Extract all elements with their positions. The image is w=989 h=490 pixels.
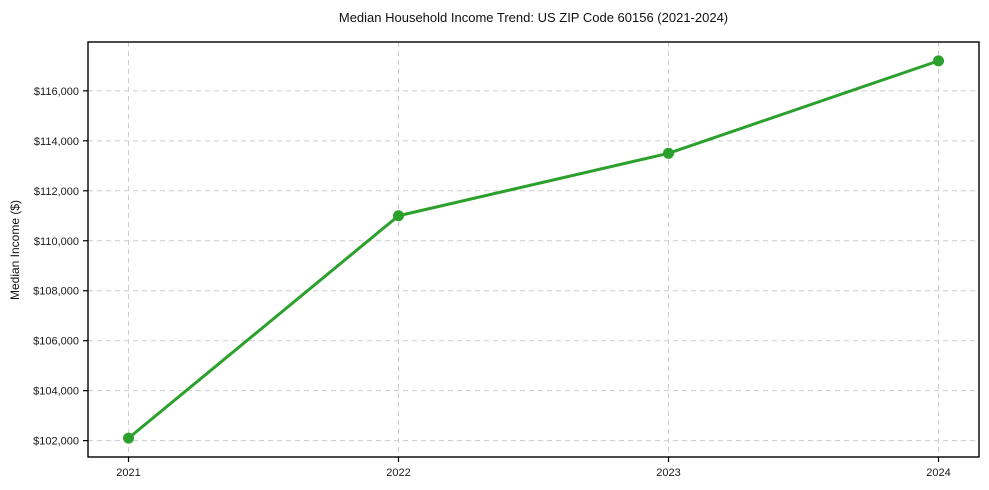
- data-line: [127, 59, 940, 440]
- y-tick-label: $106,000: [33, 336, 79, 348]
- data-point-2023: [663, 147, 674, 159]
- x-tick-label: 2024: [926, 467, 950, 479]
- plot-background: [88, 42, 979, 457]
- y-tick-label: $112,000: [34, 186, 79, 198]
- data-point-2022: [393, 210, 404, 222]
- y-tick-label: $108,000: [33, 286, 79, 298]
- y-tick-label: $102,000: [33, 436, 79, 448]
- y-tick-label: $110,000: [34, 236, 79, 248]
- y-tick-label: $114,000: [34, 136, 79, 148]
- plot-frame: [87, 41, 980, 458]
- x-tick-label: 2022: [386, 467, 410, 479]
- data-point-2024: [933, 55, 944, 67]
- data-point-2021: [123, 432, 134, 444]
- x-tick-label: 2023: [656, 467, 680, 479]
- y-tick-label: $116,000: [34, 86, 79, 98]
- chart-title: Median Household Income Trend: US ZIP Co…: [338, 10, 729, 25]
- x-tick-label: 2021: [116, 467, 140, 479]
- y-tick-label: $104,000: [33, 386, 79, 398]
